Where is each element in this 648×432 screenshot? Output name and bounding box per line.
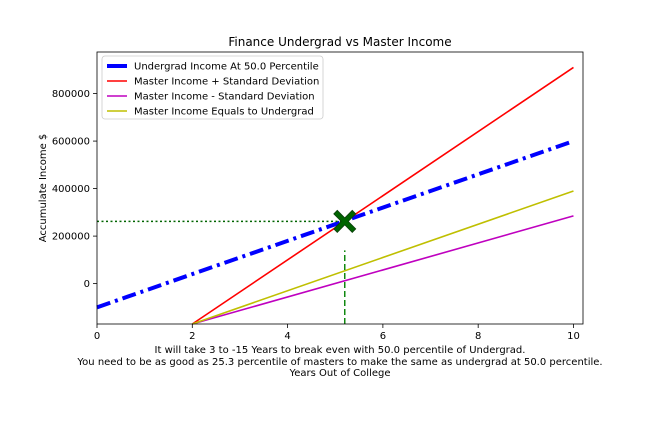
x-tick-label: 2: [189, 331, 195, 342]
x-axis-label-line-1: It will take 3 to -15 Years to break eve…: [155, 345, 526, 356]
x-tick-label: 0: [94, 331, 100, 342]
y-tick-label: 800000: [52, 89, 90, 100]
marker-layer: [333, 209, 357, 233]
x-tick-label: 6: [380, 331, 386, 342]
legend-label-master-income-equals-to-undergrad: Master Income Equals to Undergrad: [134, 107, 314, 118]
x-tick-label: 4: [284, 331, 290, 342]
legend-label-master-income-standard-deviation: Master Income + Standard Deviation: [134, 77, 319, 88]
y-tick-label: 0: [84, 279, 90, 290]
chart-title: Finance Undergrad vs Master Income: [228, 35, 451, 49]
plot-lines: [96, 66, 575, 325]
y-axis: 0 200000 400000 600000 800000: [52, 89, 97, 290]
series-line-master-income-standard-deviation: [191, 66, 574, 325]
x-tick-label: 10: [567, 331, 580, 342]
y-tick-label: 400000: [52, 184, 90, 195]
y-tick-label: 600000: [52, 137, 90, 148]
series-line-master-income-standard-deviation: [192, 215, 574, 325]
legend-label-undergrad-income-at-50-0-percentile: Undergrad Income At 50.0 Percentile: [134, 62, 319, 73]
x-axis-label-line-3: Years Out of College: [289, 368, 391, 379]
y-tick-label: 200000: [52, 232, 90, 243]
x-axis: 0 2 4 6 8 10: [94, 324, 580, 342]
series-line-undergrad-income-at-50-0-percentile: [96, 139, 575, 310]
x-tick-label: 8: [475, 331, 481, 342]
legend-label-master-income-standard-deviation: Master Income - Standard Deviation: [134, 92, 315, 103]
x-axis-label-line-2: You need to be as good as 25.3 percentil…: [76, 357, 602, 368]
series-line-master-income-equals-to-undergrad: [192, 190, 574, 325]
guides: [97, 220, 346, 324]
legend-frame: [101, 55, 324, 120]
plot-frame: [96, 51, 584, 325]
legend: Undergrad Income At 50.0 Percentile Maste…: [101, 55, 324, 120]
break-even-marker: [333, 209, 357, 233]
y-axis-label: Accumulate Income $: [38, 134, 49, 243]
